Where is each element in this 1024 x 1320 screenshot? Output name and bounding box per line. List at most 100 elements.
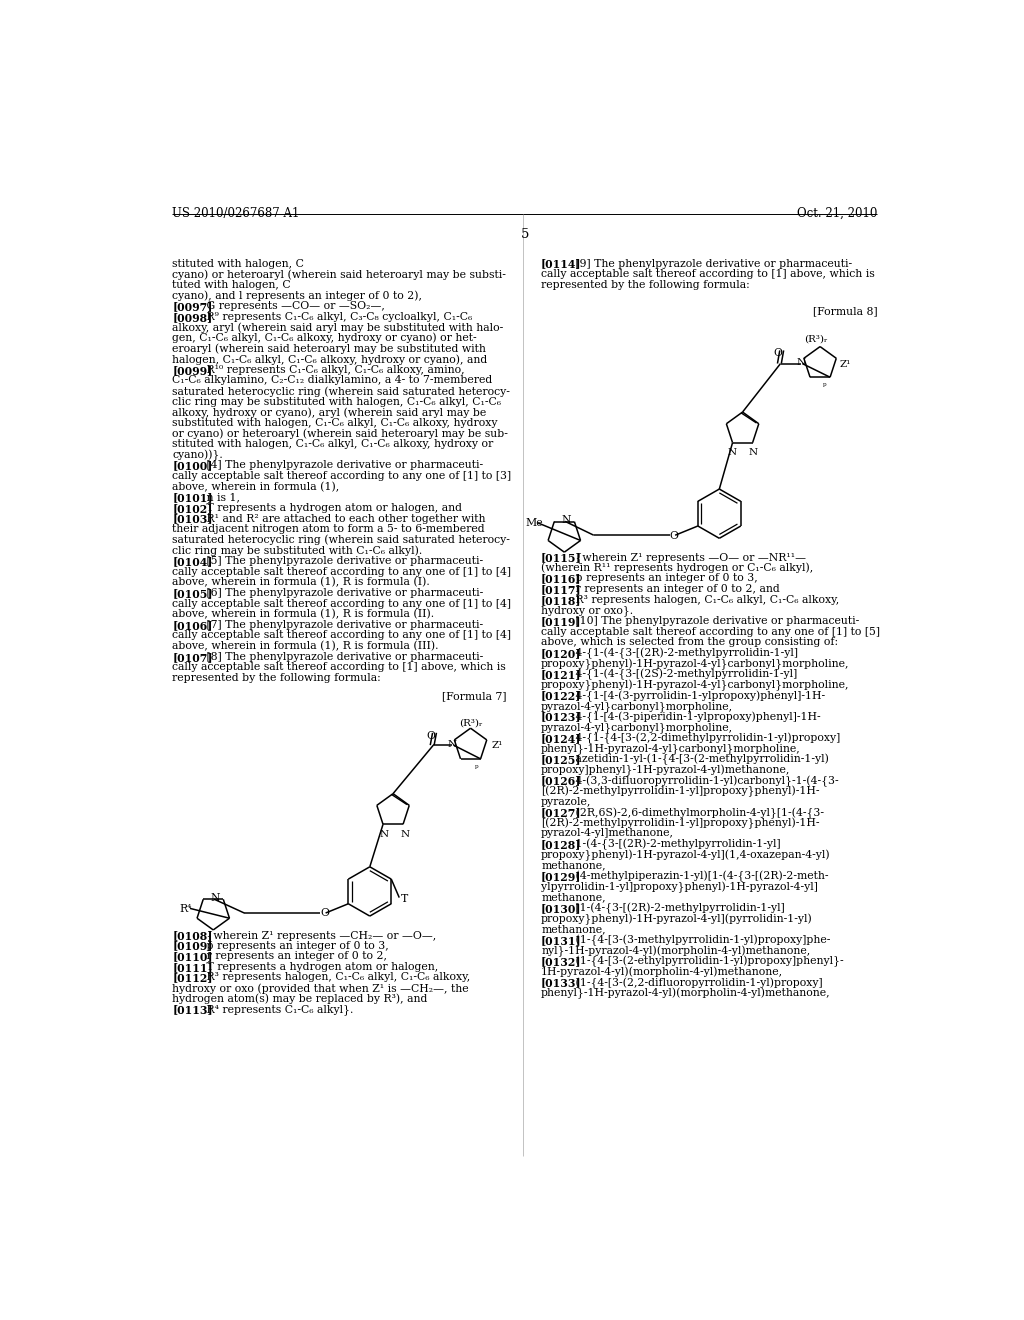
Text: [0131]: [0131]	[541, 935, 582, 945]
Text: above, wherein in formula (1), R is formula (II).: above, wherein in formula (1), R is form…	[172, 609, 434, 619]
Text: 4-{1-{4-[3-(2,2-dimethylpyrrolidin-1-yl)propoxy]: 4-{1-{4-[3-(2,2-dimethylpyrrolidin-1-yl)…	[564, 733, 840, 744]
Text: [10] The phenylpyrazole derivative or pharmaceuti-: [10] The phenylpyrazole derivative or ph…	[564, 616, 859, 626]
Text: N: N	[561, 515, 570, 525]
Text: clic ring may be substituted with C₁-C₆ alkyl).: clic ring may be substituted with C₁-C₆ …	[172, 545, 423, 556]
Text: [0114]: [0114]	[541, 259, 582, 269]
Text: cyano) or heteroaryl (wherein said heteroaryl may be substi-: cyano) or heteroaryl (wherein said heter…	[172, 269, 506, 280]
Text: [0111]: [0111]	[172, 962, 213, 973]
Text: cally acceptable salt thereof according to [1] above, which is: cally acceptable salt thereof according …	[172, 663, 506, 672]
Text: 4-{1-[4-(3-piperidin-1-ylpropoxy)phenyl]-1H-: 4-{1-[4-(3-piperidin-1-ylpropoxy)phenyl]…	[564, 711, 820, 723]
Text: azetidin-1-yl-(1-{4-[3-(2-methylpyrrolidin-1-yl): azetidin-1-yl-(1-{4-[3-(2-methylpyrrolid…	[564, 754, 828, 766]
Text: R¹ and R² are attached to each other together with: R¹ and R² are attached to each other tog…	[196, 513, 485, 524]
Text: ᵖ: ᵖ	[822, 381, 826, 391]
Text: [4] The phenylpyrazole derivative or pharmaceuti-: [4] The phenylpyrazole derivative or pha…	[196, 461, 482, 470]
Text: stituted with halogen, C: stituted with halogen, C	[172, 259, 304, 268]
Text: their adjacent nitrogen atom to form a 5- to 6-membered: their adjacent nitrogen atom to form a 5…	[172, 524, 484, 535]
Text: O: O	[321, 908, 329, 919]
Text: ᵖ: ᵖ	[474, 763, 478, 772]
Text: [0106]: [0106]	[172, 620, 213, 631]
Text: cyano), and l represents an integer of 0 to 2),: cyano), and l represents an integer of 0…	[172, 290, 422, 301]
Text: [0127]: [0127]	[541, 808, 582, 818]
Text: above, wherein in formula (1), R is formula (III).: above, wherein in formula (1), R is form…	[172, 642, 438, 651]
Text: [0108]: [0108]	[172, 929, 213, 941]
Text: methanone,: methanone,	[541, 924, 606, 935]
Text: 1-(4-{3-[(2R)-2-methylpyrrolidin-1-yl]: 1-(4-{3-[(2R)-2-methylpyrrolidin-1-yl]	[564, 840, 780, 850]
Text: T: T	[400, 894, 408, 904]
Text: [0123]: [0123]	[541, 711, 582, 722]
Text: pyrazol-4-yl]methanone,: pyrazol-4-yl]methanone,	[541, 829, 674, 838]
Text: Z¹: Z¹	[492, 742, 503, 750]
Text: (1-{4-[3-(2-ethylpyrrolidin-1-yl)propoxy]phenyl}-: (1-{4-[3-(2-ethylpyrrolidin-1-yl)propoxy…	[564, 956, 843, 968]
Text: 4-{1-(4-{3-[(2S)-2-methylpyrrolidin-1-yl]: 4-{1-(4-{3-[(2S)-2-methylpyrrolidin-1-yl…	[564, 669, 797, 680]
Text: represented by the following formula:: represented by the following formula:	[541, 280, 750, 290]
Text: R⁴ represents C₁-C₆ alkyl}.: R⁴ represents C₁-C₆ alkyl}.	[196, 1005, 353, 1015]
Text: phenyl}-1H-pyrazol-4-yl}carbonyl}morpholine,: phenyl}-1H-pyrazol-4-yl}carbonyl}morphol…	[541, 743, 801, 754]
Text: tuted with halogen, C: tuted with halogen, C	[172, 280, 291, 290]
Text: [(2R)-2-methylpyrrolidin-1-yl]propoxy}phenyl)-1H-: [(2R)-2-methylpyrrolidin-1-yl]propoxy}ph…	[541, 785, 819, 797]
Text: [0109]: [0109]	[172, 941, 213, 952]
Text: above, wherein in formula (1), R is formula (I).: above, wherein in formula (1), R is form…	[172, 577, 430, 587]
Text: R⁹ represents C₁-C₆ alkyl, C₃-C₈ cycloalkyl, C₁-C₆: R⁹ represents C₁-C₆ alkyl, C₃-C₈ cycloal…	[196, 312, 472, 322]
Text: O: O	[670, 531, 679, 541]
Text: saturated heterocyclic ring (wherein said saturated heterocy-: saturated heterocyclic ring (wherein sai…	[172, 385, 510, 396]
Text: R¹⁰ represents C₁-C₆ alkyl, C₁-C₆ alkoxy, amino,: R¹⁰ represents C₁-C₆ alkyl, C₁-C₆ alkoxy…	[196, 364, 464, 375]
Text: (1-{4-[3-(3-methylpyrrolidin-1-yl)propoxy]phe-: (1-{4-[3-(3-methylpyrrolidin-1-yl)propox…	[564, 935, 829, 946]
Text: [0132]: [0132]	[541, 956, 582, 968]
Text: [0098]: [0098]	[172, 312, 212, 322]
Text: N: N	[447, 739, 457, 748]
Text: (R³)ᵣ: (R³)ᵣ	[459, 718, 482, 727]
Text: [0115]: [0115]	[541, 552, 582, 564]
Text: hydrogen atom(s) may be replaced by R³), and: hydrogen atom(s) may be replaced by R³),…	[172, 994, 428, 1005]
Text: N: N	[210, 892, 220, 903]
Text: cyano))}.: cyano))}.	[172, 450, 223, 461]
Text: O: O	[426, 731, 435, 742]
Text: [0117]: [0117]	[541, 583, 582, 595]
Text: halogen, C₁-C₆ alkyl, C₁-C₆ alkoxy, hydroxy or cyano), and: halogen, C₁-C₆ alkyl, C₁-C₆ alkoxy, hydr…	[172, 354, 487, 364]
Text: N: N	[727, 449, 736, 457]
Text: [0101]: [0101]	[172, 492, 213, 503]
Text: methanone,: methanone,	[541, 861, 606, 870]
Text: n is 1,: n is 1,	[196, 492, 240, 503]
Text: cally acceptable salt thereof according to any one of [1] to [4]: cally acceptable salt thereof according …	[172, 631, 511, 640]
Text: alkoxy, aryl (wherein said aryl may be substituted with halo-: alkoxy, aryl (wherein said aryl may be s…	[172, 322, 504, 333]
Text: hydroxy or oxo}.: hydroxy or oxo}.	[541, 606, 633, 616]
Text: [9] The phenylpyrazole derivative or pharmaceuti-: [9] The phenylpyrazole derivative or pha…	[564, 259, 852, 268]
Text: p represents an integer of 0 to 3,: p represents an integer of 0 to 3,	[196, 941, 388, 950]
Text: {wherein Z¹ represents —CH₂— or —O—,: {wherein Z¹ represents —CH₂— or —O—,	[196, 929, 436, 941]
Text: T represents a hydrogen atom or halogen, and: T represents a hydrogen atom or halogen,…	[196, 503, 462, 513]
Text: propoxy}phenyl)-1H-pyrazol-4-yl](pyrrolidin-1-yl): propoxy}phenyl)-1H-pyrazol-4-yl](pyrroli…	[541, 913, 813, 925]
Text: [0128]: [0128]	[541, 840, 582, 850]
Text: T represents a hydrogen atom or halogen,: T represents a hydrogen atom or halogen,	[196, 962, 438, 972]
Text: [0097]: [0097]	[172, 301, 213, 312]
Text: C₁-C₆ alkylamino, C₂-C₁₂ dialkylamino, a 4- to 7-membered: C₁-C₆ alkylamino, C₂-C₁₂ dialkylamino, a…	[172, 375, 493, 385]
Text: [0103]: [0103]	[172, 513, 213, 524]
Text: cally acceptable salt thereof according to [1] above, which is: cally acceptable salt thereof according …	[541, 269, 874, 279]
Text: 4-(3,3-difluoropyrrolidin-1-yl)carbonyl}-1-(4-{3-: 4-(3,3-difluoropyrrolidin-1-yl)carbonyl}…	[564, 775, 839, 787]
Text: [0130]: [0130]	[541, 903, 582, 913]
Text: [Formula 7]: [Formula 7]	[441, 692, 506, 701]
Text: propoxy]phenyl}-1H-pyrazol-4-yl)methanone,: propoxy]phenyl}-1H-pyrazol-4-yl)methanon…	[541, 764, 791, 776]
Text: [0133]: [0133]	[541, 977, 582, 989]
Text: Me: Me	[525, 519, 543, 528]
Text: saturated heterocyclic ring (wherein said saturated heterocy-: saturated heterocyclic ring (wherein sai…	[172, 535, 510, 545]
Text: G represents —CO— or —SO₂—,: G represents —CO— or —SO₂—,	[196, 301, 385, 312]
Text: US 2010/0267687 A1: US 2010/0267687 A1	[172, 207, 300, 220]
Text: R³ represents halogen, C₁-C₆ alkyl, C₁-C₆ alkoxy,: R³ represents halogen, C₁-C₆ alkyl, C₁-C…	[196, 973, 470, 982]
Text: O: O	[773, 348, 782, 358]
Text: above, which is selected from the group consisting of:: above, which is selected from the group …	[541, 638, 839, 647]
Text: [0119]: [0119]	[541, 616, 582, 627]
Text: propoxy}phenyl)-1H-pyrazol-4-yl}carbonyl}morpholine,: propoxy}phenyl)-1H-pyrazol-4-yl}carbonyl…	[541, 680, 850, 692]
Text: [0125]: [0125]	[541, 754, 582, 766]
Text: 4-{1-(4-{3-[(2R)-2-methylpyrrolidin-1-yl]: 4-{1-(4-{3-[(2R)-2-methylpyrrolidin-1-yl…	[564, 648, 798, 659]
Text: 4-{1-[4-(3-pyrrolidin-1-ylpropoxy)phenyl]-1H-: 4-{1-[4-(3-pyrrolidin-1-ylpropoxy)phenyl…	[564, 690, 824, 702]
Text: clic ring may be substituted with halogen, C₁-C₆ alkyl, C₁-C₆: clic ring may be substituted with haloge…	[172, 396, 501, 407]
Text: eroaryl (wherein said heteroaryl may be substituted with: eroaryl (wherein said heteroaryl may be …	[172, 343, 486, 354]
Text: R⁴: R⁴	[179, 904, 191, 913]
Text: hydroxy or oxo (provided that when Z¹ is —CH₂—, the: hydroxy or oxo (provided that when Z¹ is…	[172, 983, 469, 994]
Text: 1H-pyrazol-4-yl)(morpholin-4-yl)methanone,: 1H-pyrazol-4-yl)(morpholin-4-yl)methanon…	[541, 966, 783, 977]
Text: substituted with halogen, C₁-C₆ alkyl, C₁-C₆ alkoxy, hydroxy: substituted with halogen, C₁-C₆ alkyl, C…	[172, 418, 498, 428]
Text: [1-(4-{3-[(2R)-2-methylpyrrolidin-1-yl]: [1-(4-{3-[(2R)-2-methylpyrrolidin-1-yl]	[564, 903, 784, 915]
Text: cally acceptable salt thereof according to any one of [1] to [4]: cally acceptable salt thereof according …	[172, 598, 511, 609]
Text: N: N	[379, 830, 388, 838]
Text: pyrazol-4-yl}carbonyl}morpholine,: pyrazol-4-yl}carbonyl}morpholine,	[541, 701, 733, 711]
